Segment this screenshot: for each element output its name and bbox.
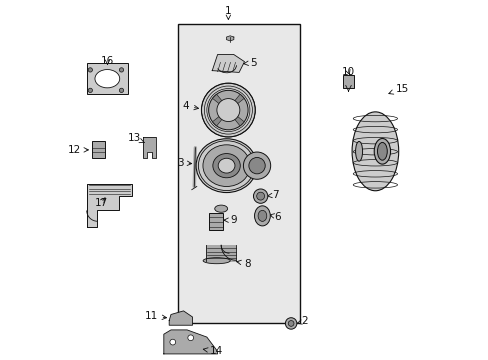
- Circle shape: [287, 320, 293, 326]
- Circle shape: [119, 68, 123, 72]
- Bar: [343, 75, 353, 88]
- Text: 16: 16: [101, 56, 114, 66]
- Ellipse shape: [203, 145, 250, 186]
- Circle shape: [256, 192, 264, 200]
- Polygon shape: [254, 161, 257, 168]
- Polygon shape: [219, 190, 226, 193]
- Ellipse shape: [248, 157, 264, 174]
- Circle shape: [88, 88, 92, 93]
- Polygon shape: [250, 153, 255, 159]
- Ellipse shape: [355, 141, 362, 161]
- Text: 6: 6: [269, 212, 280, 221]
- Ellipse shape: [254, 206, 270, 226]
- Circle shape: [187, 335, 193, 341]
- Polygon shape: [230, 112, 244, 126]
- Text: 15: 15: [388, 84, 408, 94]
- Text: 4: 4: [182, 101, 198, 111]
- Bar: [208, 213, 222, 230]
- Circle shape: [217, 99, 239, 122]
- Polygon shape: [208, 142, 214, 147]
- Circle shape: [119, 88, 123, 93]
- Ellipse shape: [212, 154, 240, 178]
- Polygon shape: [212, 112, 226, 126]
- Text: 2: 2: [297, 316, 307, 326]
- Circle shape: [169, 339, 175, 345]
- Polygon shape: [206, 245, 236, 262]
- Ellipse shape: [203, 258, 230, 264]
- Text: 17: 17: [94, 198, 107, 208]
- Ellipse shape: [95, 69, 120, 88]
- Polygon shape: [246, 178, 251, 183]
- Text: 14: 14: [203, 346, 222, 356]
- Ellipse shape: [243, 152, 270, 179]
- Bar: [178, 24, 300, 323]
- Polygon shape: [210, 186, 217, 190]
- Circle shape: [88, 68, 92, 72]
- Bar: [92, 141, 104, 158]
- Ellipse shape: [196, 139, 257, 193]
- Polygon shape: [238, 185, 244, 189]
- Circle shape: [208, 90, 247, 130]
- Ellipse shape: [373, 139, 390, 164]
- Polygon shape: [236, 141, 242, 145]
- Circle shape: [253, 189, 267, 203]
- Polygon shape: [251, 170, 256, 176]
- Ellipse shape: [351, 112, 398, 191]
- Polygon shape: [163, 330, 217, 354]
- Polygon shape: [230, 94, 244, 108]
- Text: 11: 11: [144, 311, 166, 321]
- Text: 13: 13: [128, 134, 144, 143]
- Text: 12: 12: [67, 145, 88, 155]
- Polygon shape: [201, 148, 206, 153]
- Polygon shape: [226, 139, 233, 142]
- Polygon shape: [229, 189, 236, 192]
- Polygon shape: [212, 94, 226, 108]
- Ellipse shape: [214, 205, 227, 212]
- Circle shape: [285, 318, 296, 329]
- Ellipse shape: [377, 143, 386, 160]
- Polygon shape: [196, 164, 199, 170]
- Polygon shape: [226, 36, 233, 41]
- Text: 10: 10: [341, 67, 354, 77]
- Circle shape: [224, 106, 232, 114]
- Text: 1: 1: [224, 6, 231, 19]
- Text: 3: 3: [177, 158, 191, 168]
- Text: 9: 9: [224, 215, 237, 225]
- Text: 5: 5: [244, 58, 256, 68]
- Polygon shape: [142, 137, 156, 158]
- Polygon shape: [86, 184, 131, 226]
- Ellipse shape: [218, 158, 234, 173]
- Text: 7: 7: [266, 190, 279, 200]
- Text: 8: 8: [236, 258, 251, 269]
- Ellipse shape: [258, 210, 266, 221]
- Polygon shape: [169, 311, 192, 325]
- Polygon shape: [221, 245, 236, 260]
- Polygon shape: [197, 156, 201, 162]
- Polygon shape: [244, 147, 249, 151]
- Polygon shape: [198, 172, 202, 178]
- Polygon shape: [216, 139, 224, 143]
- Polygon shape: [203, 180, 208, 185]
- Circle shape: [201, 83, 255, 137]
- Polygon shape: [212, 54, 244, 72]
- Bar: [86, 63, 128, 94]
